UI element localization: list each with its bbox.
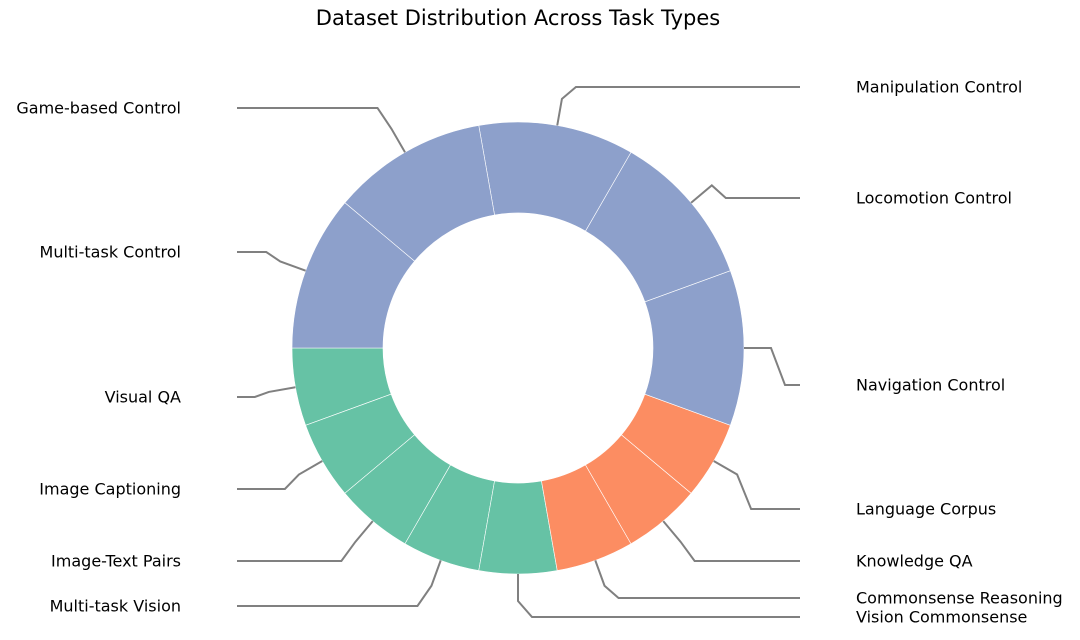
leader-line-commonsense-reasoning <box>594 560 800 599</box>
leader-line-locomotion-control <box>690 184 800 204</box>
slice-label-knowledge-qa: Knowledge QA <box>856 552 973 571</box>
slice-multi-task-control <box>291 202 416 349</box>
leader-line-navigation-control <box>744 347 800 386</box>
slice-label-commonsense-reasoning: Commonsense Reasoning <box>856 589 1063 608</box>
slice-label-manipulation-control: Manipulation Control <box>856 78 1022 97</box>
slice-label-multi-task-control: Multi-task Control <box>40 243 181 262</box>
donut-slices <box>291 121 745 575</box>
slice-label-image-text-pairs: Image-Text Pairs <box>51 552 181 571</box>
leader-line-game-based-control <box>237 107 406 153</box>
slice-label-vision-commonsense: Vision Commonsense <box>856 608 1027 627</box>
leader-line-multi-task-vision <box>237 560 442 607</box>
slice-labels: Game-based Control Multi-task Control Visu… <box>16 78 1062 627</box>
leader-line-knowledge-qa <box>662 520 800 562</box>
slice-label-visual-qa: Visual QA <box>105 388 181 407</box>
slice-label-navigation-control: Navigation Control <box>856 376 1005 395</box>
leader-line-image-captioning <box>237 460 323 490</box>
slice-label-image-captioning: Image Captioning <box>39 480 181 499</box>
leader-line-manipulation-control <box>556 86 800 126</box>
chart-title: Dataset Distribution Across Task Types <box>315 6 721 30</box>
slice-label-language-corpus: Language Corpus <box>856 500 996 519</box>
slice-label-multi-task-vision: Multi-task Vision <box>50 597 181 616</box>
leader-line-language-corpus <box>713 460 800 510</box>
leader-line-visual-qa <box>237 386 296 398</box>
slice-label-locomotion-control: Locomotion Control <box>856 189 1012 208</box>
leader-line-image-text-pairs <box>237 520 374 562</box>
leader-lines <box>237 86 800 618</box>
leader-line-vision-commonsense <box>517 574 800 618</box>
slice-label-game-based-control: Game-based Control <box>16 99 181 118</box>
leader-line-multi-task-control <box>237 251 306 272</box>
